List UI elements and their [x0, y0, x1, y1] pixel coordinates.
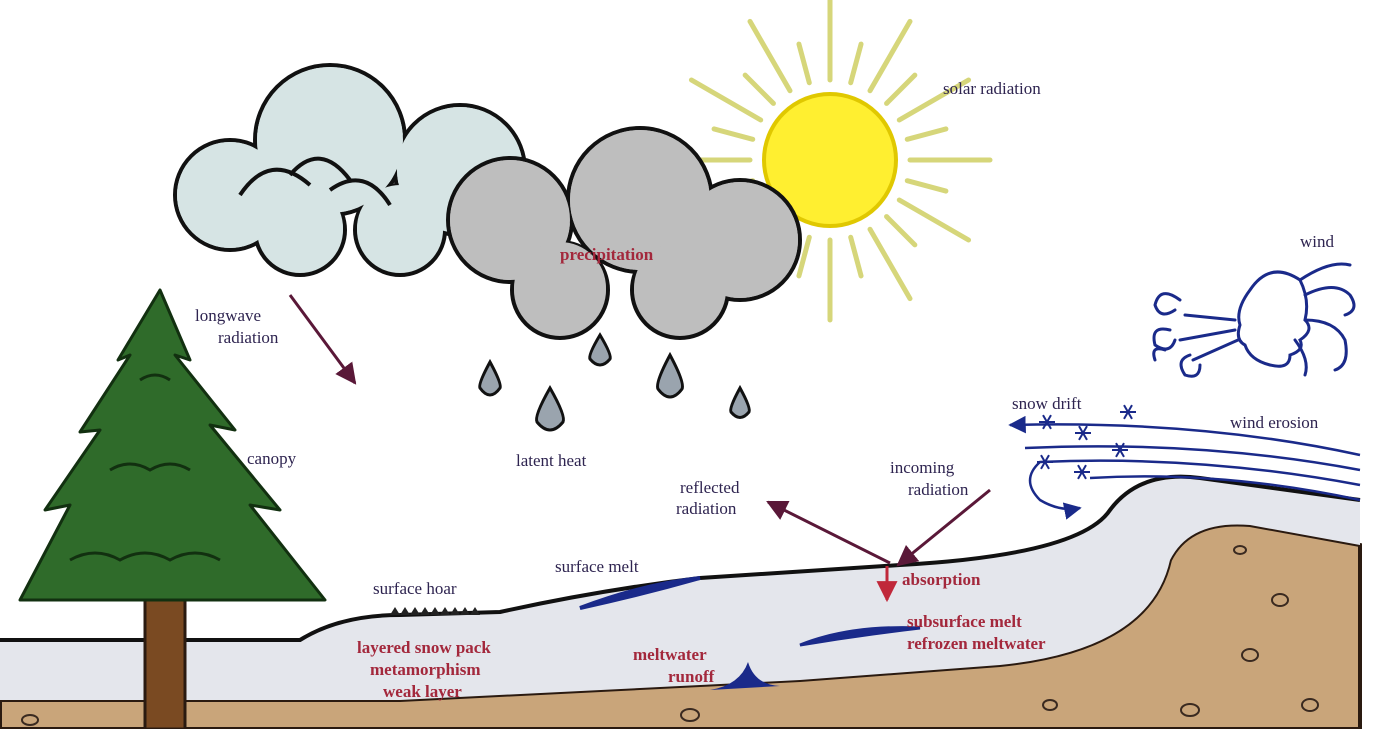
rain-drops	[537, 388, 564, 430]
label: latent heat	[516, 451, 587, 470]
label: longwave	[195, 306, 261, 325]
snowflakes	[1037, 405, 1136, 479]
sun-ray	[714, 129, 753, 139]
sun-ray	[907, 129, 946, 139]
label: canopy	[247, 449, 297, 468]
rain-drops	[480, 362, 501, 395]
label: solar radiation	[943, 79, 1041, 98]
wind-face	[1155, 294, 1180, 314]
label: refrozen meltwater	[907, 634, 1046, 653]
wind-face	[1154, 349, 1165, 360]
label: precipitation	[560, 245, 654, 264]
wind-face	[1305, 320, 1346, 370]
wind-face	[1193, 340, 1238, 360]
sun-ray	[750, 21, 790, 90]
snowpack-diagram: solar radiation wind longwave radiation …	[0, 0, 1374, 729]
longwave-cloud	[257, 185, 343, 271]
rain-drops	[658, 355, 683, 397]
radiation-arrows	[290, 295, 355, 383]
radiation-arrows	[768, 502, 890, 563]
label: radiation	[676, 499, 737, 518]
label: radiation	[218, 328, 279, 347]
label: meltwater	[633, 645, 707, 664]
label: runoff	[668, 667, 715, 686]
wind-face	[1180, 330, 1235, 340]
sun-ray	[799, 44, 809, 83]
label: radiation	[908, 480, 969, 499]
radiation-arrows	[290, 295, 990, 565]
wind-face	[1185, 315, 1235, 320]
sun-ray	[691, 80, 760, 120]
sun-ray	[870, 229, 910, 298]
sun-ray	[887, 75, 915, 103]
tree	[20, 290, 325, 600]
hoar-crystals	[390, 607, 480, 615]
radiation-arrows	[898, 490, 990, 565]
rain-drops	[590, 335, 611, 365]
sun-ray	[851, 237, 861, 276]
label: weak layer	[383, 682, 462, 701]
wind-face	[1154, 329, 1175, 349]
label: wind erosion	[1230, 413, 1319, 432]
rain-drops	[731, 388, 750, 418]
sun-ray	[899, 200, 968, 240]
label: metamorphism	[370, 660, 480, 679]
label: subsurface melt	[907, 612, 1022, 631]
wind-face	[1154, 264, 1354, 376]
sun-ray	[907, 181, 946, 191]
hoar-crystals	[390, 607, 480, 615]
sun-ray	[851, 44, 861, 83]
label: surface hoar	[373, 579, 457, 598]
wind-face	[1305, 288, 1354, 316]
rain-drops	[480, 335, 750, 430]
label: surface melt	[555, 557, 639, 576]
label: snow drift	[1012, 394, 1082, 413]
wind-face	[1300, 264, 1350, 280]
wind-lines	[1025, 446, 1360, 470]
label: reflected	[680, 478, 740, 497]
longwave-cloud	[357, 185, 443, 271]
label: absorption	[902, 570, 981, 589]
label: incoming	[890, 458, 955, 477]
label: wind	[1300, 232, 1335, 251]
sun-ray	[887, 217, 915, 245]
sun-ray	[745, 75, 773, 103]
label: layered snow pack	[357, 638, 491, 657]
sun-ray	[870, 21, 910, 90]
wind-face	[1238, 272, 1309, 366]
